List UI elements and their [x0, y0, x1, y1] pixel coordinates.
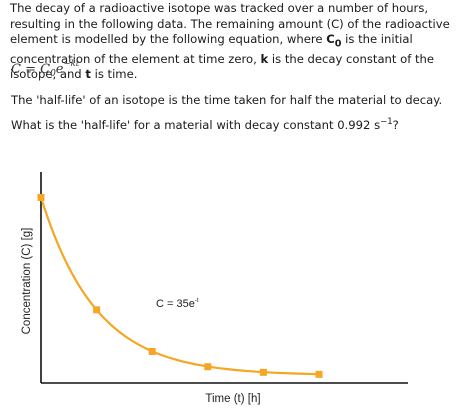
data-point-3 — [204, 363, 212, 371]
formula-subscript: 0 — [50, 69, 56, 79]
question-intro-part-3: is the decay constant of the isotope, an… — [10, 51, 435, 82]
c0-symbol-letter: C — [326, 32, 335, 46]
decay-formula: C = C0e−kt — [11, 59, 79, 79]
k-symbol: k — [260, 51, 269, 66]
question-intro-part-4: is time. — [90, 67, 138, 82]
data-point-5 — [315, 370, 323, 378]
data-point-1 — [93, 306, 101, 314]
annotation-superscript: -t — [195, 298, 199, 304]
data-point-4 — [259, 368, 267, 376]
question-intro-part-1: The decay of a radioactive isotope was t… — [10, 1, 450, 46]
curve-annotation: C = 35e-t — [156, 298, 199, 310]
c0-symbol: C0 — [326, 32, 342, 50]
question-text: The decay of a radioactive isotope was t… — [10, 1, 468, 83]
ask-exponent: −1 — [380, 117, 393, 127]
data-markers — [37, 193, 323, 378]
question-intro-part-2: is the initial concentration of the elem… — [10, 32, 413, 66]
t-symbol: t — [85, 67, 91, 82]
formula-exponent: −kt — [63, 59, 80, 69]
y-axis-label: Concentration (C) [g] — [21, 228, 33, 335]
data-point-0 — [37, 193, 45, 201]
decay-curve — [39, 197, 320, 376]
half-life-question: What is the 'half-life' for a material w… — [11, 117, 399, 132]
ask-prefix: What is the 'half-life' for a material w… — [11, 118, 381, 132]
annotation-text: C = 35e — [156, 298, 195, 310]
formula-lhs: C = C — [11, 62, 51, 77]
c0-symbol-subscript: 0 — [334, 38, 342, 50]
x-axis-label: Time (t) [h] — [205, 393, 260, 405]
ask-suffix: ? — [392, 118, 399, 132]
formula-base: e — [55, 62, 64, 77]
half-life-definition: The 'half-life' of an isotope is the tim… — [11, 93, 443, 107]
data-point-2 — [148, 347, 156, 355]
